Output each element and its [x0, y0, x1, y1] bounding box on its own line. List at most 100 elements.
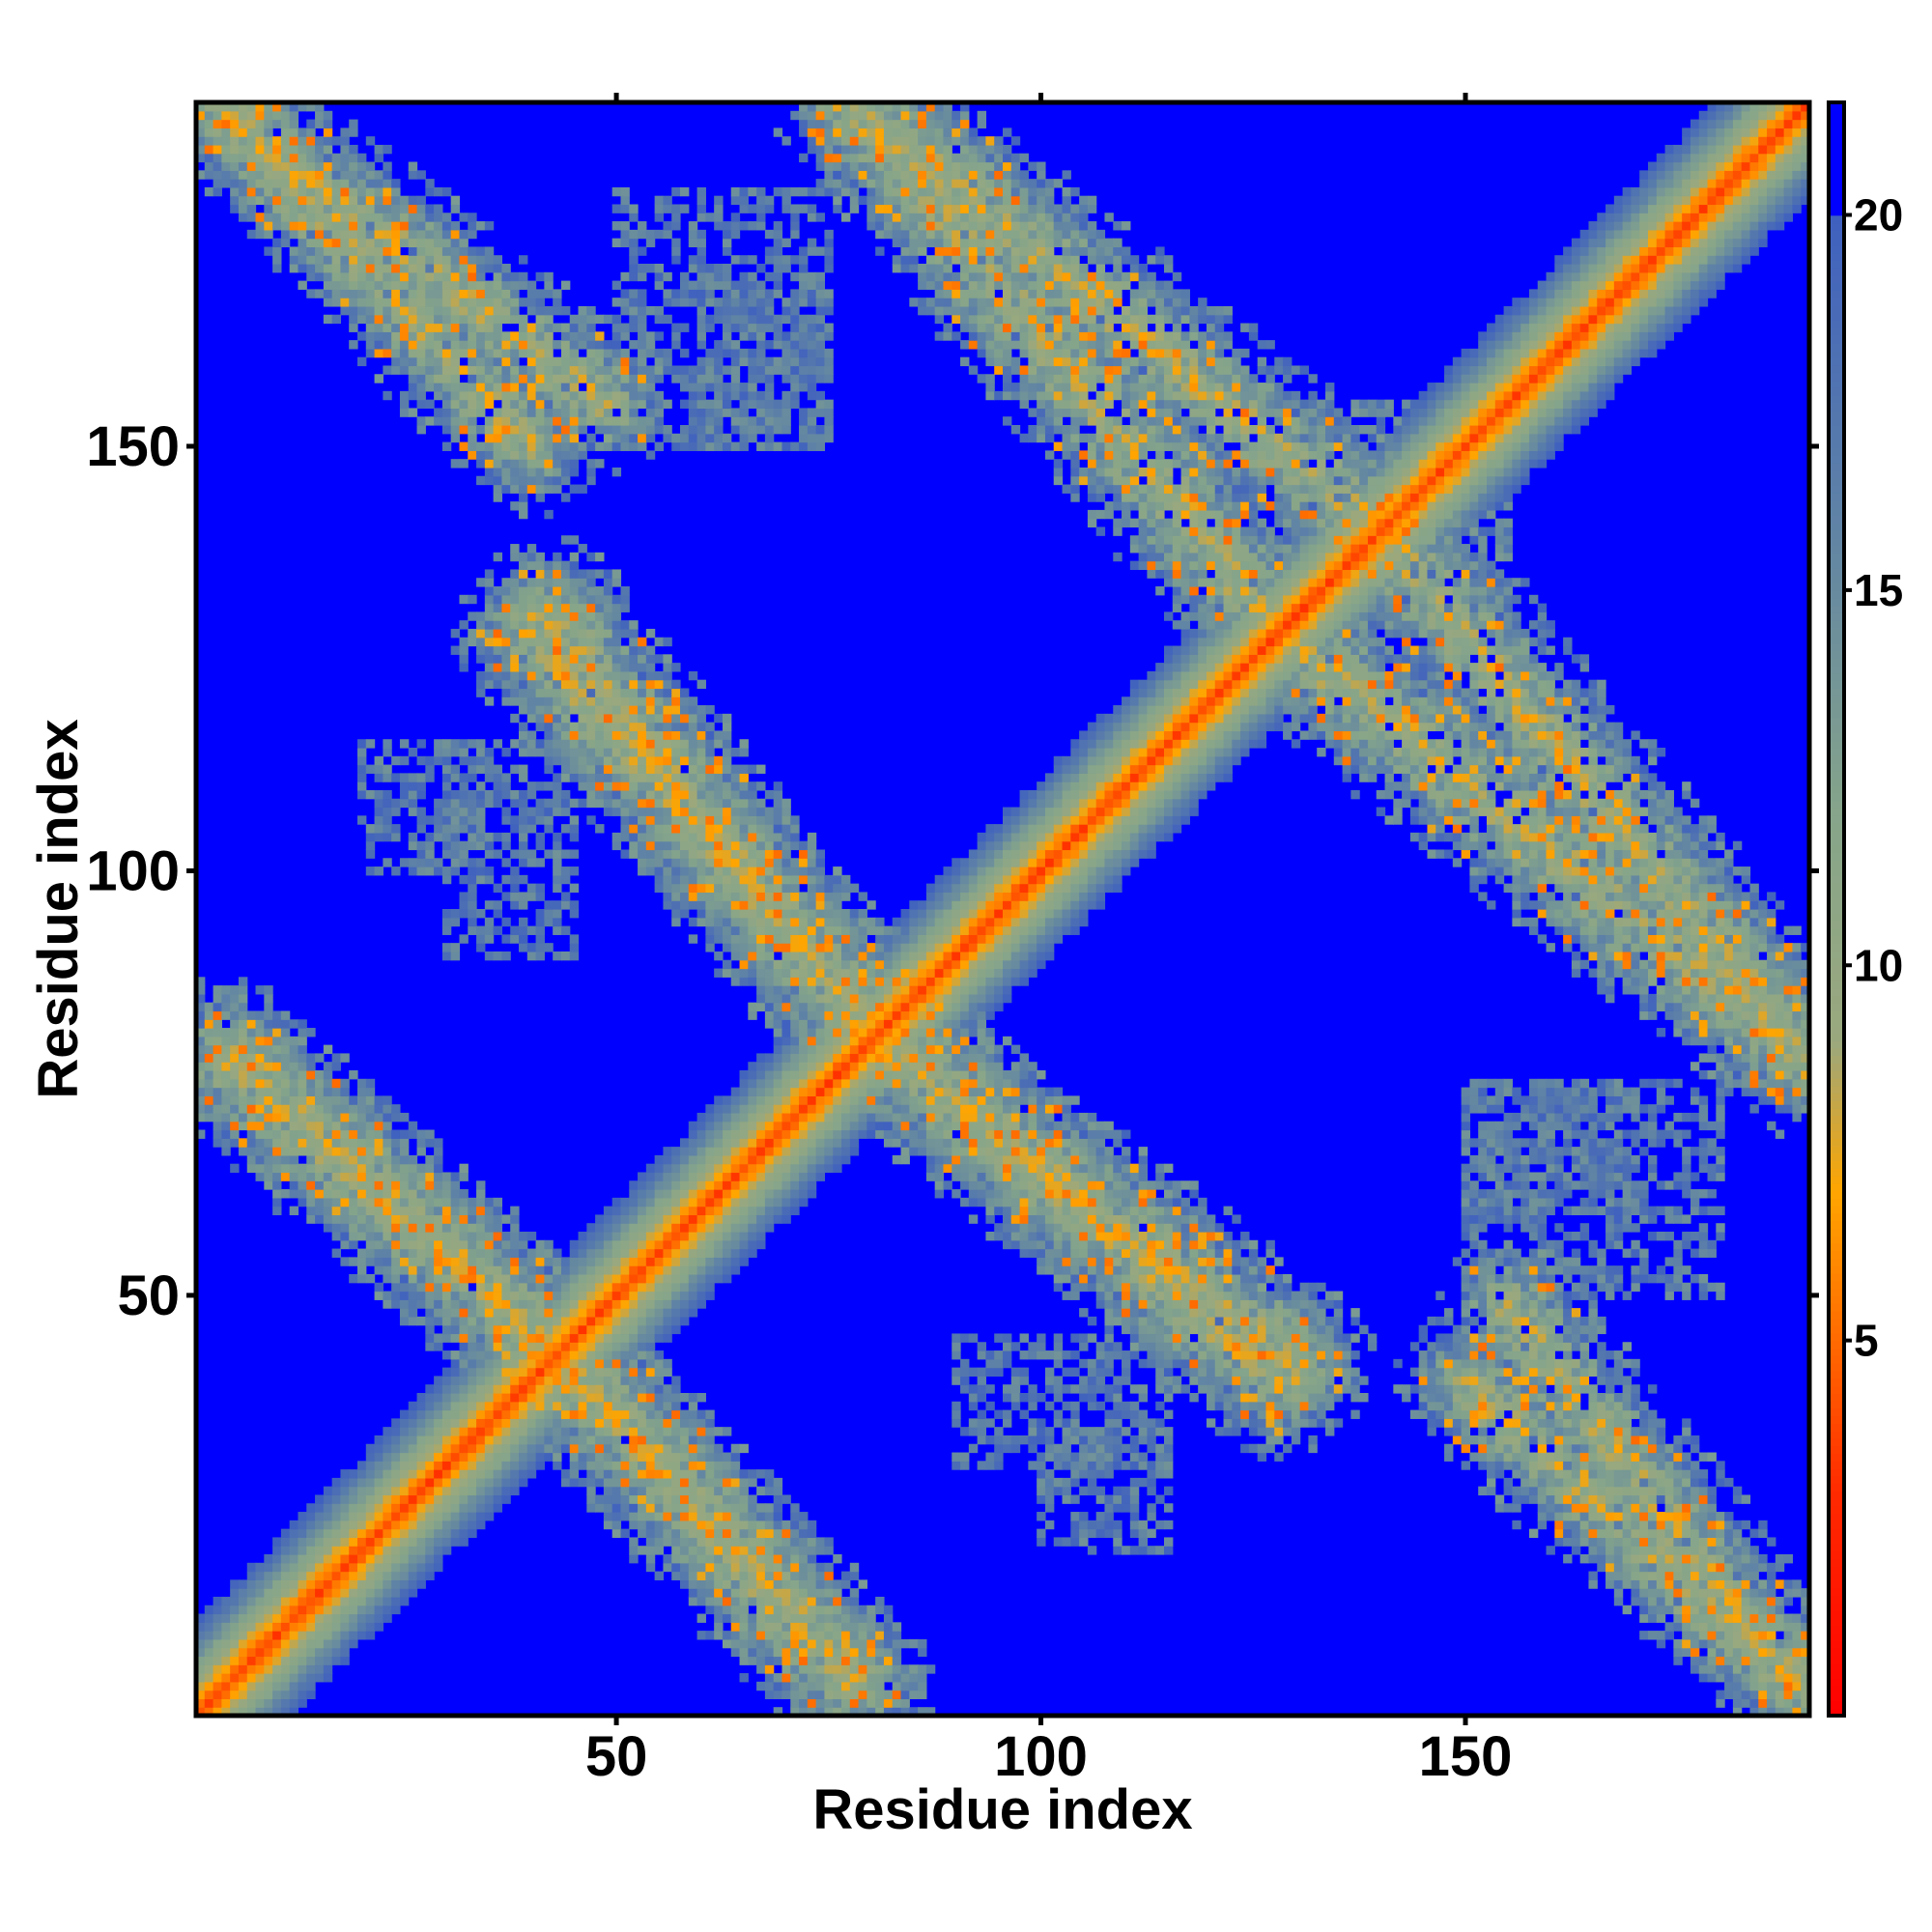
heatmap-cell — [416, 807, 426, 816]
heatmap-cell — [629, 1342, 639, 1351]
heatmap-cell — [450, 739, 461, 749]
heatmap-cell — [722, 246, 732, 256]
heatmap-cell — [714, 1546, 724, 1555]
heatmap-cell — [459, 1477, 469, 1488]
heatmap-cell — [629, 1308, 639, 1318]
heatmap-cell — [315, 1622, 325, 1632]
heatmap-cell — [349, 221, 358, 231]
heatmap-cell — [654, 280, 665, 290]
heatmap-cell — [383, 764, 392, 774]
heatmap-cell — [340, 255, 350, 265]
heatmap-cell — [629, 289, 639, 298]
heatmap-cell — [434, 365, 443, 375]
heatmap-cell — [578, 408, 587, 417]
heatmap-cell — [434, 1333, 443, 1343]
heatmap-cell — [408, 1409, 418, 1419]
heatmap-cell — [230, 1698, 240, 1708]
heatmap-cell — [645, 305, 656, 316]
heatmap-cell — [391, 238, 401, 248]
heatmap-cell — [578, 773, 587, 782]
heatmap-cell — [569, 459, 580, 469]
heatmap-cell — [671, 1273, 681, 1284]
heatmap-cell — [638, 1206, 647, 1216]
heatmap-cell — [654, 1291, 665, 1300]
heatmap-cell — [663, 867, 672, 876]
heatmap-cell — [264, 1690, 273, 1700]
heatmap-cell — [425, 399, 435, 410]
heatmap-cell — [578, 1232, 587, 1241]
heatmap-cell — [450, 1452, 461, 1462]
heatmap-cell — [340, 1154, 350, 1165]
heatmap-cell — [468, 611, 477, 621]
heatmap-cell — [519, 1299, 528, 1309]
heatmap-cell — [434, 340, 443, 350]
heatmap-cell — [586, 348, 596, 358]
heatmap-cell — [654, 1393, 665, 1403]
heatmap-cell — [434, 1282, 443, 1293]
heatmap-cell — [264, 186, 273, 197]
heatmap-cell — [535, 1393, 545, 1403]
heatmap-cell — [468, 298, 477, 307]
heatmap-cell — [526, 475, 537, 486]
heatmap-cell — [510, 289, 520, 298]
heatmap-cell — [620, 696, 630, 706]
heatmap-cell — [501, 1324, 511, 1335]
heatmap-cell — [603, 1477, 613, 1488]
heatmap-cell — [519, 943, 528, 952]
heatmap-cell — [264, 985, 273, 995]
heatmap-cell — [722, 849, 732, 859]
heatmap-cell — [611, 1333, 622, 1343]
heatmap-cell — [357, 1520, 367, 1530]
heatmap-cell — [246, 1112, 257, 1122]
heatmap-cell — [569, 1342, 580, 1351]
heatmap-cell — [204, 110, 214, 121]
heatmap-cell — [255, 1070, 265, 1080]
heatmap-cell — [722, 1605, 732, 1615]
heatmap-cell — [357, 1121, 367, 1131]
heatmap-cell — [246, 195, 257, 206]
heatmap-cell — [399, 1147, 410, 1156]
heatmap-cell — [519, 1376, 528, 1385]
heatmap-cell — [425, 1562, 435, 1573]
heatmap-cell — [374, 1147, 384, 1156]
heatmap-cell — [468, 289, 477, 298]
heatmap-cell — [323, 1138, 333, 1148]
heatmap-cell — [315, 1189, 325, 1199]
heatmap-cell — [595, 1409, 605, 1419]
heatmap-cell — [349, 255, 358, 265]
heatmap-cell — [671, 874, 681, 885]
heatmap-cell — [493, 1232, 503, 1241]
heatmap-cell — [238, 110, 248, 121]
heatmap-cell — [510, 475, 520, 486]
heatmap-cell — [484, 1350, 495, 1360]
heatmap-cell — [603, 365, 613, 375]
heatmap-cell — [611, 722, 622, 732]
heatmap-cell — [315, 264, 325, 273]
heatmap-cell — [272, 1631, 282, 1640]
heatmap-cell — [264, 1180, 273, 1190]
heatmap-cell — [629, 730, 639, 740]
heatmap-cell — [645, 1282, 656, 1293]
heatmap-cell — [705, 909, 715, 919]
heatmap-cell — [264, 1062, 273, 1071]
heatmap-cell — [450, 1324, 461, 1335]
heatmap-cell — [560, 408, 571, 417]
heatmap-cell — [688, 1232, 698, 1241]
heatmap-cell — [722, 340, 732, 350]
heatmap-cell — [416, 1206, 426, 1216]
heatmap-cell — [663, 832, 672, 842]
heatmap-cell — [399, 331, 410, 341]
heatmap-cell — [603, 739, 613, 749]
heatmap-cell — [399, 305, 410, 316]
heatmap-cell — [586, 1435, 596, 1445]
heatmap-cell — [595, 425, 605, 435]
heatmap-cell — [705, 925, 715, 935]
heatmap-cell — [714, 968, 724, 978]
heatmap-cell — [696, 305, 706, 316]
heatmap-cell — [519, 688, 528, 697]
heatmap-cell — [629, 688, 639, 697]
heatmap-cell — [620, 1291, 630, 1300]
heatmap-cell — [645, 1409, 656, 1419]
heatmap-cell — [603, 1367, 613, 1378]
heatmap-cell — [629, 425, 639, 435]
